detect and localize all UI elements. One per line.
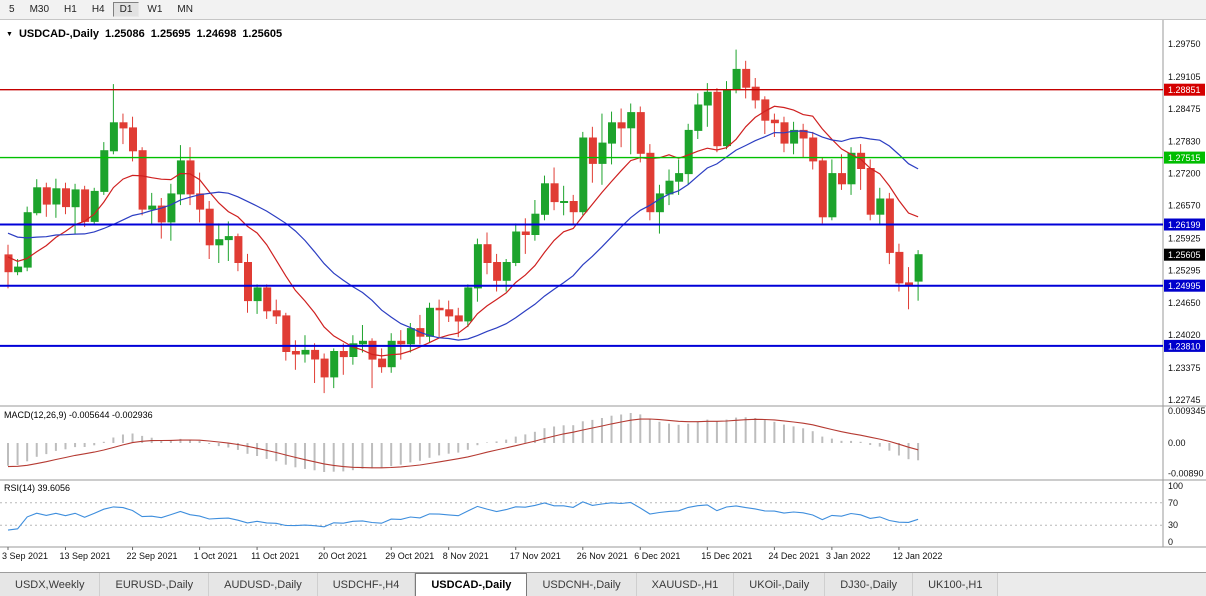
chart-title: ▼ USDCAD-,Daily 1.25086 1.25695 1.24698 … — [6, 28, 282, 40]
svg-text:3 Sep 2021: 3 Sep 2021 — [2, 551, 48, 561]
svg-text:15 Dec 2021: 15 Dec 2021 — [701, 551, 752, 561]
svg-text:24 Dec 2021: 24 Dec 2021 — [768, 551, 819, 561]
svg-text:0.00: 0.00 — [1168, 438, 1186, 448]
svg-text:1.27830: 1.27830 — [1168, 137, 1201, 147]
svg-text:1.27200: 1.27200 — [1168, 169, 1201, 179]
rsi-label: RSI(14) 39.6056 — [4, 483, 71, 493]
svg-text:1.24995: 1.24995 — [1168, 281, 1201, 291]
svg-text:-0.00890: -0.00890 — [1168, 468, 1204, 478]
chart-symbol: USDCAD-,Daily — [18, 28, 100, 40]
svg-text:8 Nov 2021: 8 Nov 2021 — [443, 551, 489, 561]
svg-text:11 Oct 2021: 11 Oct 2021 — [251, 551, 299, 561]
moving-averages — [7, 105, 919, 357]
svg-text:1.23810: 1.23810 — [1168, 341, 1201, 351]
svg-text:0.009345: 0.009345 — [1168, 406, 1206, 416]
timeframe-toolbar: 5 M30 H1 H4 D1 W1 MN — [0, 0, 1206, 20]
chart-region: 1.28851 1.27515 1.26199 1.24995 1.23810 1.256… — [0, 20, 1206, 572]
tab-xauusd-h1[interactable]: XAUUSD-,H1 — [636, 573, 735, 596]
date-axis: 3 Sep 2021 13 Sep 2021 22 Sep 2021 1 Oct 20… — [2, 547, 942, 561]
timeframe-button-h4[interactable]: H4 — [91, 4, 105, 15]
tab-eurusd-daily[interactable]: EURUSD-,Daily — [100, 573, 210, 596]
macd-pane: 0.009345 0.00 -0.00890 — [7, 406, 1206, 478]
svg-text:1.27515: 1.27515 — [1168, 153, 1201, 163]
svg-text:20 Oct 2021: 20 Oct 2021 — [318, 551, 367, 561]
pane-separators — [0, 20, 1206, 548]
timeframe-button-w1[interactable]: W1 — [147, 4, 163, 15]
timeframe-button-m30[interactable]: M30 — [29, 4, 50, 15]
svg-text:1.29750: 1.29750 — [1168, 39, 1201, 49]
svg-text:22 Sep 2021: 22 Sep 2021 — [127, 551, 178, 561]
chart-low: 1.24698 — [196, 28, 237, 40]
svg-text:6 Dec 2021: 6 Dec 2021 — [634, 551, 680, 561]
tab-usdcad-daily[interactable]: USDCAD-,Daily — [415, 573, 528, 596]
chart-canvas[interactable]: 1.28851 1.27515 1.26199 1.24995 1.23810 1.256… — [0, 20, 1206, 572]
tabbar-filler — [998, 573, 1206, 596]
svg-text:1.29105: 1.29105 — [1168, 72, 1201, 82]
svg-text:1.26199: 1.26199 — [1168, 220, 1201, 230]
chart-tabbar: USDX,Weekly EURUSD-,Daily AUDUSD-,Daily USD… — [0, 572, 1206, 596]
price-levels: 1.28851 1.27515 1.26199 1.24995 1.23810 1.256… — [0, 83, 1205, 352]
tab-audusd-daily[interactable]: AUDUSD-,Daily — [209, 573, 318, 596]
candlesticks — [4, 49, 923, 394]
svg-text:100: 100 — [1168, 481, 1183, 491]
chart-high: 1.25695 — [150, 28, 191, 40]
tab-usdcnh-daily[interactable]: USDCNH-,Daily — [527, 573, 637, 596]
svg-text:70: 70 — [1168, 498, 1178, 508]
svg-text:26 Nov 2021: 26 Nov 2021 — [577, 551, 628, 561]
svg-text:1.25295: 1.25295 — [1168, 265, 1201, 275]
svg-text:1 Oct 2021: 1 Oct 2021 — [194, 551, 238, 561]
tab-uk100-h1[interactable]: UK100-,H1 — [913, 573, 999, 596]
svg-text:13 Sep 2021: 13 Sep 2021 — [60, 551, 111, 561]
svg-text:0: 0 — [1168, 537, 1173, 547]
svg-text:1.26570: 1.26570 — [1168, 201, 1201, 211]
chart-open: 1.25086 — [105, 28, 145, 40]
svg-text:1.25925: 1.25925 — [1168, 233, 1201, 243]
svg-text:1.24650: 1.24650 — [1168, 298, 1201, 308]
tab-ukoil-daily[interactable]: UKOil-,Daily — [734, 573, 826, 596]
chart-dropdown-icon[interactable]: ▼ — [6, 30, 13, 38]
svg-text:30: 30 — [1168, 520, 1178, 530]
svg-text:1.28851: 1.28851 — [1168, 85, 1201, 95]
tab-usdx-weekly[interactable]: USDX,Weekly — [0, 573, 101, 596]
rsi-pane: 100 70 30 0 — [0, 481, 1183, 547]
svg-text:1.28475: 1.28475 — [1168, 104, 1201, 114]
timeframe-button-mn[interactable]: MN — [177, 4, 193, 15]
macd-label: MACD(12,26,9) -0.005644 -0.002936 — [4, 410, 153, 420]
svg-text:1.22745: 1.22745 — [1168, 395, 1201, 405]
svg-text:12 Jan 2022: 12 Jan 2022 — [893, 551, 943, 561]
timeframe-button-h1[interactable]: H1 — [64, 4, 77, 15]
price-axis: 1.29750 1.29105 1.28475 1.27830 1.27200 1.265… — [1168, 39, 1201, 405]
svg-text:29 Oct 2021: 29 Oct 2021 — [385, 551, 434, 561]
timeframe-button-d1[interactable]: D1 — [112, 2, 140, 17]
tab-dj30-daily[interactable]: DJ30-,Daily — [825, 573, 914, 596]
svg-text:17 Nov 2021: 17 Nov 2021 — [510, 551, 561, 561]
timeframe-button-5[interactable]: 5 — [9, 4, 15, 15]
svg-text:1.25605: 1.25605 — [1168, 250, 1201, 260]
chart-close: 1.25605 — [242, 28, 283, 40]
svg-text:1.23375: 1.23375 — [1168, 363, 1201, 373]
svg-text:1.24020: 1.24020 — [1168, 330, 1201, 340]
tab-usdchf-h4[interactable]: USDCHF-,H4 — [317, 573, 416, 596]
svg-text:3 Jan 2022: 3 Jan 2022 — [826, 551, 871, 561]
